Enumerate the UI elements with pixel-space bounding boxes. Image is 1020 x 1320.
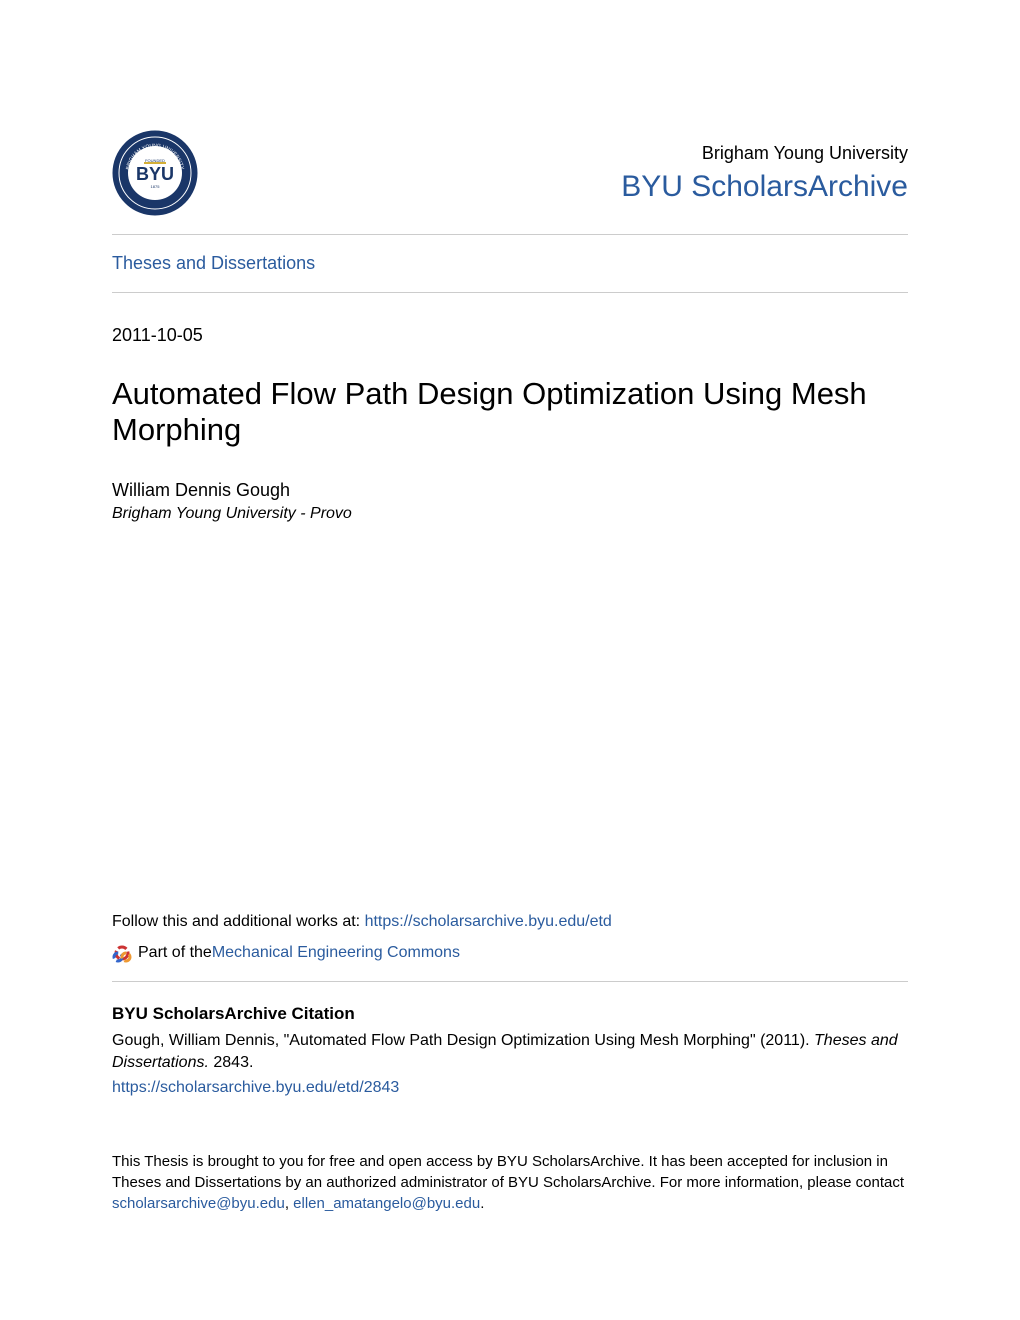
part-of-prefix: Part of the [138,944,212,962]
university-name: Brigham Young University [621,143,908,164]
footer-separator: , [285,1195,293,1212]
author-affiliation: Brigham Young University - Provo [112,505,908,523]
document-title: Automated Flow Path Design Optimization … [112,376,908,448]
page-content: BRIGHAM YOUNG UNIVERSITY PROVO, UTAH BYU… [0,0,1020,1274]
follow-url-link[interactable]: https://scholarsarchive.byu.edu/etd [365,913,612,930]
follow-prefix: Follow this and additional works at: [112,913,365,930]
author-name: William Dennis Gough [112,480,908,501]
commons-link[interactable]: Mechanical Engineering Commons [212,944,460,962]
citation-text-part1: Gough, William Dennis, "Automated Flow P… [112,1032,814,1049]
citation-text-part2: 2843. [209,1054,253,1071]
footer-period: . [480,1195,484,1212]
citation-section: BYU ScholarsArchive Citation Gough, Will… [112,1004,908,1099]
contact-email-2[interactable]: ellen_amatangelo@byu.edu [293,1195,480,1212]
breadcrumb-section: Theses and Dissertations [112,235,908,293]
contact-email-1[interactable]: scholarsarchive@byu.edu [112,1195,285,1212]
header: BRIGHAM YOUNG UNIVERSITY PROVO, UTAH BYU… [112,130,908,235]
part-of-row: Part of the Mechanical Engineering Commo… [112,943,908,982]
archive-name-link[interactable]: BYU ScholarsArchive [621,170,908,203]
citation-heading: BYU ScholarsArchive Citation [112,1004,908,1024]
svg-text:BYU: BYU [136,164,174,184]
citation-text: Gough, William Dennis, "Automated Flow P… [112,1030,908,1099]
header-text: Brigham Young University BYU ScholarsArc… [621,143,908,204]
byu-logo: BRIGHAM YOUNG UNIVERSITY PROVO, UTAH BYU… [112,130,198,216]
theses-dissertations-link[interactable]: Theses and Dissertations [112,253,315,273]
network-icon [112,943,132,963]
svg-text:1875: 1875 [151,184,161,189]
footer-text: This Thesis is brought to you for free a… [112,1151,908,1214]
follow-section: Follow this and additional works at: htt… [112,913,908,931]
publication-date: 2011-10-05 [112,325,908,346]
citation-url-link[interactable]: https://scholarsarchive.byu.edu/etd/2843 [112,1077,908,1099]
footer-body: This Thesis is brought to you for free a… [112,1153,904,1191]
svg-text:FOUNDED: FOUNDED [145,158,165,163]
